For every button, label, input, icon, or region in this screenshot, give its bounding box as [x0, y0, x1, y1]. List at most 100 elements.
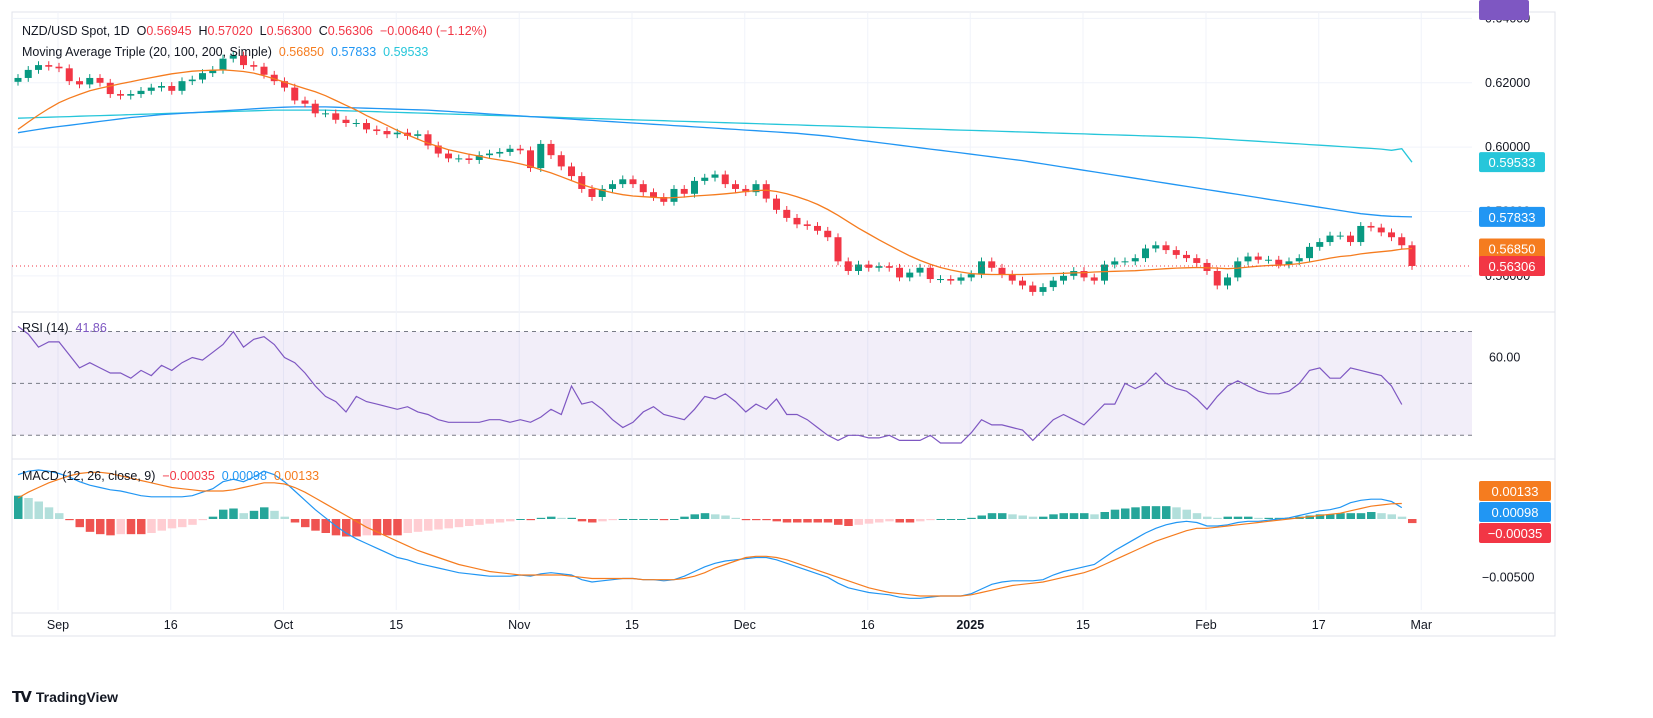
macd-histogram-bar	[1223, 516, 1232, 519]
macd-line-value: 0.00098	[221, 469, 267, 483]
low-label: L	[259, 24, 267, 38]
candle-body	[650, 192, 657, 197]
macd-histogram-bar	[936, 519, 945, 520]
macd-histogram-bar	[1203, 516, 1212, 519]
macd-histogram-bar	[987, 513, 997, 519]
macd-histogram-bar	[85, 519, 95, 532]
open-value: 0.56945	[146, 24, 192, 38]
candle-body	[1347, 235, 1354, 243]
candle-body	[76, 81, 83, 85]
candle-body	[537, 143, 545, 169]
price-axis-label: 0.60000	[1485, 140, 1530, 154]
macd-histogram-bar	[1039, 516, 1048, 519]
candle-body	[721, 174, 729, 185]
macd-histogram-bar	[1090, 514, 1099, 519]
rsi-legend-label[interactable]: RSI (14)	[22, 321, 69, 335]
macd-histogram-bar	[1356, 513, 1366, 519]
macd-histogram-bar	[352, 519, 361, 537]
macd-histogram-bar	[188, 519, 197, 525]
symbol-title[interactable]: NZD/USD Spot, 1D	[22, 24, 130, 38]
candle-body	[1008, 274, 1016, 281]
time-axis-label: Oct	[274, 618, 294, 632]
candle-body	[1131, 258, 1139, 262]
macd-histogram-bar	[762, 519, 771, 521]
candle-body	[793, 217, 801, 225]
macd-histogram-bar	[24, 498, 33, 519]
price-badge-label: 0.59533	[1489, 155, 1536, 170]
candle-body	[957, 277, 965, 281]
candle-body	[209, 69, 217, 74]
candle-body	[1306, 246, 1313, 259]
macd-histogram-bar	[916, 519, 925, 522]
macd-histogram-bar	[260, 507, 269, 519]
macd-line	[17, 469, 1403, 599]
time-axis-label: 15	[1076, 618, 1090, 632]
candle-body	[1172, 250, 1180, 255]
macd-histogram-bar	[178, 519, 187, 528]
macd-histogram-bar	[670, 519, 679, 520]
macd-line-badge	[1479, 502, 1551, 522]
macd-histogram-bar	[372, 519, 382, 536]
macd-histogram-bar	[526, 519, 535, 521]
macd-legend-label[interactable]: MACD (12, 26, close, 9)	[22, 469, 156, 483]
candle-body	[916, 267, 924, 273]
candle-body	[506, 148, 514, 152]
candle-body	[342, 119, 350, 123]
macd-histogram-bar	[116, 519, 125, 535]
macd-histogram-bar	[536, 517, 546, 519]
candle-body	[660, 197, 668, 202]
candle-body	[14, 77, 22, 82]
high-value: 0.57020	[207, 24, 253, 38]
ma-legend-label[interactable]: Moving Average Triple (20, 100, 200, Sim…	[22, 45, 272, 59]
macd-histogram-bar	[823, 519, 833, 523]
candle-body	[1285, 261, 1293, 265]
macd-histogram-bar	[208, 516, 218, 519]
macd-histogram-bar	[567, 517, 576, 519]
candle-body	[875, 266, 883, 268]
candle-body	[926, 267, 934, 280]
candle-body	[967, 274, 975, 278]
price-badge	[1479, 152, 1545, 173]
macd-hist-value: −0.00035	[162, 469, 215, 483]
candle-body	[414, 134, 422, 136]
macd-histogram-bar	[629, 519, 638, 520]
macd-histogram-bar	[967, 517, 976, 519]
macd-histogram-bar	[977, 515, 986, 519]
candle-body	[229, 55, 237, 59]
macd-histogram-bar	[588, 519, 597, 523]
ma20-line	[17, 69, 1413, 276]
candle-body	[1234, 261, 1242, 278]
macd-histogram-bar	[495, 519, 505, 523]
candle-body	[1408, 245, 1416, 266]
candle-body	[1183, 254, 1190, 259]
rsi-legend: RSI (14) 41.86	[22, 321, 107, 335]
low-value: 0.56300	[266, 24, 312, 38]
price-axis-label: 0.62000	[1485, 76, 1530, 90]
candle-body	[106, 82, 114, 95]
macd-histogram-bar	[957, 519, 966, 520]
change-value: −0.00640 (−1.12%)	[379, 24, 487, 38]
time-axis-label: 2025	[956, 618, 984, 632]
macd-histogram-bar	[1121, 508, 1130, 519]
candle-body	[978, 261, 985, 275]
candle-body	[1265, 259, 1272, 261]
candle-body	[1101, 264, 1108, 281]
candle-body	[855, 264, 862, 271]
tradingview-logo[interactable]: 𝗧𝗩 TradingView	[12, 688, 118, 706]
candle-body	[65, 68, 73, 82]
candle-body	[1295, 258, 1303, 262]
candle-body	[1254, 256, 1262, 260]
candle-body	[527, 150, 534, 169]
macd-histogram-bar	[1367, 512, 1376, 519]
candle-body	[1080, 271, 1088, 278]
candle-body	[639, 184, 647, 193]
macd-histogram-bar	[198, 519, 207, 521]
candle-body	[1203, 262, 1211, 271]
macd-histogram-bar	[1254, 517, 1263, 519]
macd-histogram-bar	[793, 519, 802, 523]
macd-histogram-bar	[393, 519, 402, 536]
macd-histogram-bar	[55, 513, 64, 519]
candle-body	[24, 69, 32, 78]
macd-histogram-bar	[424, 519, 433, 531]
